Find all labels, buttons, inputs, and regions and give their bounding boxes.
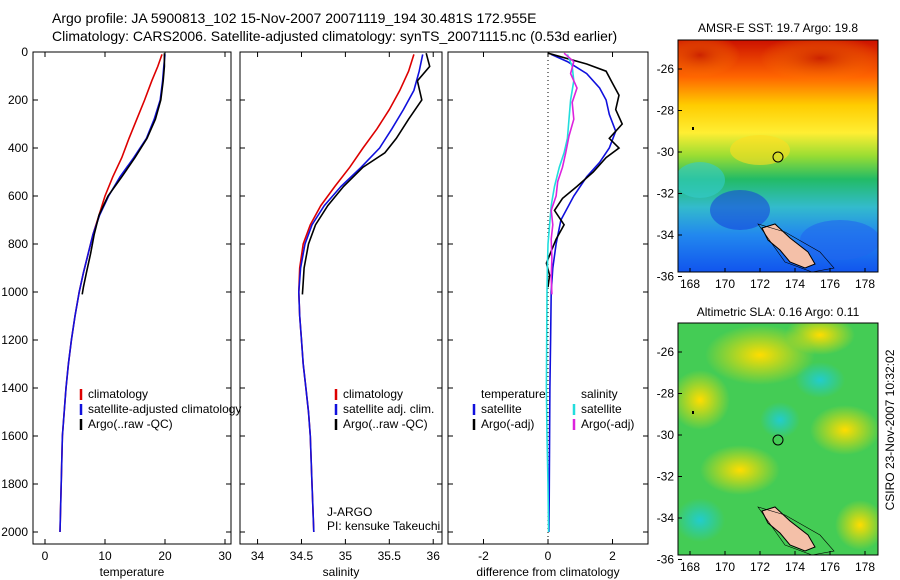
map-ytick-label: -34 xyxy=(657,228,675,242)
map-xtick-label: 172 xyxy=(750,560,770,574)
salinity-xtick-label: 36 xyxy=(427,549,441,563)
temperature-ytick-label: 800 xyxy=(8,237,28,251)
map-xtick-label: 174 xyxy=(785,277,805,291)
map-ytick-label: -30 xyxy=(657,145,675,159)
temperature-ytick-label: 1800 xyxy=(1,477,28,491)
difference-legend-label: Argo(-adj) xyxy=(581,417,634,431)
map-ytick-label: -36 xyxy=(657,553,675,567)
salinity-xlabel: salinity xyxy=(323,565,360,579)
temperature-series-line xyxy=(59,54,163,533)
figure-title-line1: Argo profile: JA 5900813_102 15-Nov-2007… xyxy=(52,10,537,26)
temperature-series-line xyxy=(59,54,166,533)
salinity-series-line xyxy=(301,52,431,295)
credit-timestamp: CSIRO 23-Nov-2007 10:32:02 xyxy=(883,349,897,510)
map-xtick-label: 170 xyxy=(715,277,735,291)
map-ytick-label: -26 xyxy=(657,62,675,76)
map-ytick-label: -28 xyxy=(657,104,675,118)
temperature-panel: 0 10 20 30 0 200 400 600 800 1000 1200 1400 1600 1800… xyxy=(1,45,241,579)
map-ytick-label: -32 xyxy=(657,470,675,484)
difference-series-line xyxy=(550,52,578,295)
salinity-panel: 34 34.5 35 35.5 36 salinity climatologysatelli… xyxy=(239,51,443,579)
difference-xlabel: difference from climatology xyxy=(476,565,619,579)
map-xtick-label: 176 xyxy=(820,277,840,291)
map-ytick-label: -32 xyxy=(657,187,675,201)
temperature-legend-label: satellite-adjusted climatology xyxy=(88,402,241,416)
temperature-xlabel: temperature xyxy=(100,565,165,579)
difference-legend-heading: salinity xyxy=(581,387,618,401)
temperature-ytick-label: 600 xyxy=(8,189,28,203)
sla-map-title: Altimetric SLA: 0.16 Argo: 0.11 xyxy=(697,305,860,319)
sst-map-title: AMSR-E SST: 19.7 Argo: 19.8 xyxy=(698,21,858,35)
difference-legend-heading: temperature xyxy=(481,387,546,401)
temperature-xtick-label: 10 xyxy=(98,549,112,563)
temperature-ytick-label: 200 xyxy=(8,93,28,107)
difference-legend-label: Argo(-adj) xyxy=(481,417,534,431)
temperature-plot-frame xyxy=(32,51,232,545)
difference-legend-label: satellite xyxy=(481,402,522,416)
map-xtick-label: 178 xyxy=(855,560,875,574)
sst-map: AMSR-E SST: 19.7 Argo: 19.8 168 170 172 174… xyxy=(657,21,879,291)
salinity-legend-label: Argo(..raw -QC) xyxy=(343,417,428,431)
salinity-xtick-label: 34 xyxy=(251,549,265,563)
sla-map: Altimetric SLA: 0.16 Argo: 0.11 168 170 17… xyxy=(657,305,879,574)
map-ytick-label: -30 xyxy=(657,428,675,442)
difference-series-line xyxy=(545,54,575,533)
temperature-ytick-label: 400 xyxy=(8,141,28,155)
temperature-ytick-label: 1400 xyxy=(1,381,28,395)
difference-xtick-label: 2 xyxy=(609,549,616,563)
salinity-legend-label: climatology xyxy=(343,387,403,401)
salinity-plot-frame xyxy=(239,51,443,545)
salinity-xtick-label: 35.5 xyxy=(378,549,402,563)
temperature-ytick-label: 1200 xyxy=(1,333,28,347)
temperature-xtick-label: 30 xyxy=(218,549,232,563)
difference-panel: -2 0 2 difference from climatology temperatu… xyxy=(447,51,649,579)
temperature-xtick-label: 20 xyxy=(158,549,172,563)
temperature-ytick-label: 2000 xyxy=(1,525,28,539)
map-xtick-label: 168 xyxy=(680,277,700,291)
map-ytick-label: -28 xyxy=(657,387,675,401)
map-xtick-label: 170 xyxy=(715,560,735,574)
map-xtick-label: 178 xyxy=(855,277,875,291)
figure-title-line2: Climatology: CARS2006. Satellite-adjuste… xyxy=(52,28,618,44)
difference-xtick-label: 0 xyxy=(545,549,552,563)
difference-xtick-label: -2 xyxy=(478,549,489,563)
salinity-annotation-line: J-ARGO xyxy=(327,505,372,519)
temperature-legend-label: climatology xyxy=(88,387,148,401)
map-ytick-label: -26 xyxy=(657,345,675,359)
difference-series-line xyxy=(548,53,617,533)
map-ytick-label: -36 xyxy=(657,270,675,284)
map-ytick-label: -34 xyxy=(657,511,675,525)
temperature-ytick-label: 1000 xyxy=(1,285,28,299)
salinity-xtick-label: 35 xyxy=(339,549,353,563)
salinity-xtick-label: 34.5 xyxy=(290,549,314,563)
salinity-series-line xyxy=(297,54,424,533)
map-xtick-label: 176 xyxy=(820,560,840,574)
difference-legend-label: satellite xyxy=(581,402,622,416)
temperature-ytick-label: 1600 xyxy=(1,429,28,443)
map-xtick-label: 168 xyxy=(680,560,700,574)
temperature-xtick-label: 0 xyxy=(42,549,49,563)
temperature-series-line xyxy=(81,53,166,295)
salinity-series-line xyxy=(297,54,415,533)
salinity-annotation-line: PI: kensuke Takeuchi xyxy=(327,519,440,533)
temperature-ytick-label: 0 xyxy=(21,45,28,59)
salinity-legend-label: satellite adj. clim. xyxy=(343,402,434,416)
map-xtick-label: 172 xyxy=(750,277,770,291)
map-xtick-label: 174 xyxy=(785,560,805,574)
temperature-legend-label: Argo(..raw -QC) xyxy=(88,417,173,431)
